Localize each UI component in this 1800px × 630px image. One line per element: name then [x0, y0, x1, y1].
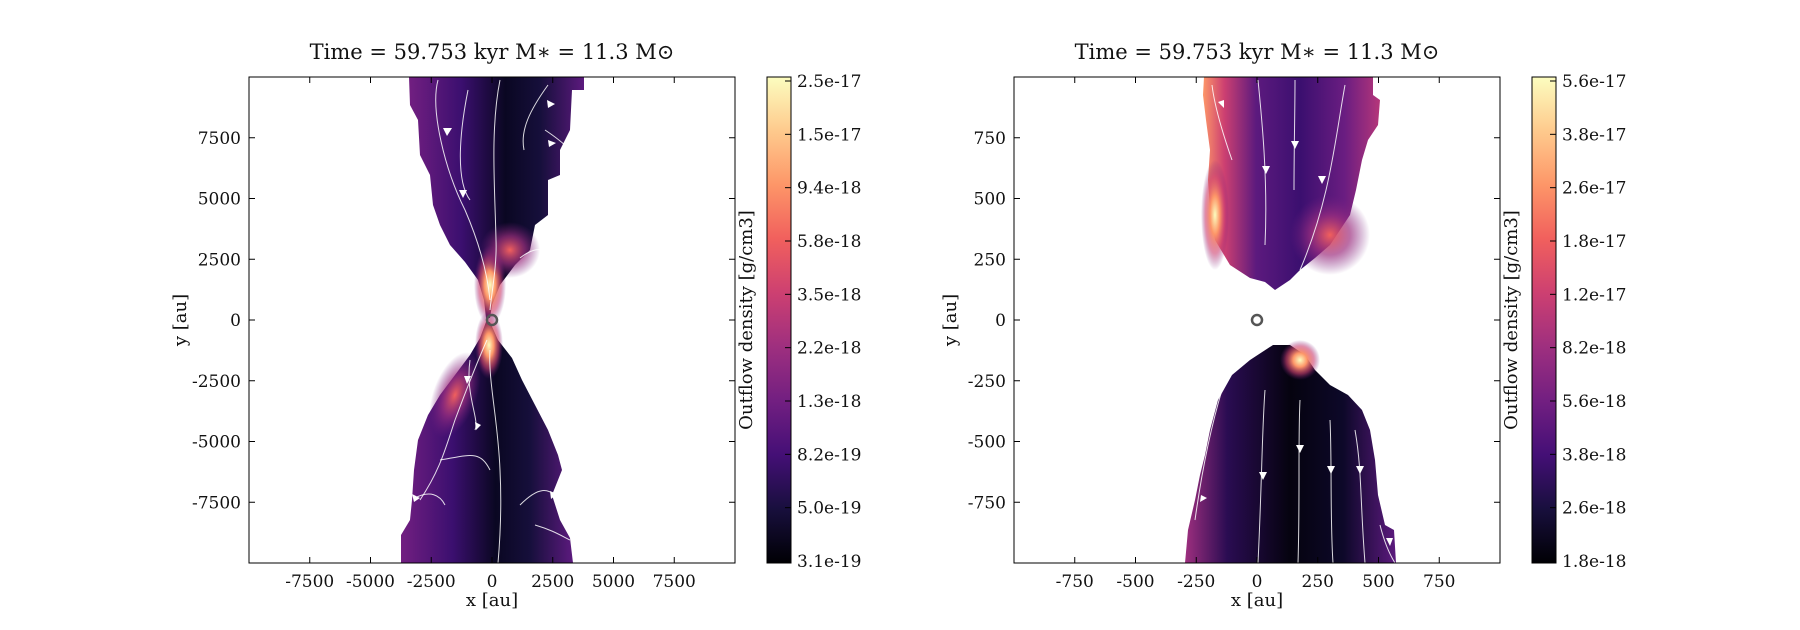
panel-2-y-tick-label: -500: [968, 433, 1006, 453]
panel-2-y-axis-label: y [au]: [940, 294, 961, 347]
panel-1-streamlines: [414, 79, 571, 563]
panel-1-x-tick-label: -5000: [346, 572, 395, 592]
panel-1-x-tick-label: 2500: [531, 572, 574, 592]
panel-2-x-ticks: -750 -500 -250 0 250 500 750: [1056, 77, 1455, 592]
panel-1-warm-region-upper: [480, 222, 540, 278]
panel-1-y-tick-label: -2500: [192, 372, 241, 392]
panel-2-colorbar-tick-label: 2.6e-18: [1562, 499, 1626, 519]
panel-1-x-tick-label: -2500: [407, 572, 456, 592]
panel-1-colorbar-ticks: 2.5e-17 1.5e-17 9.4e-18 5.8e-18 3.5e-18 2.2e-…: [785, 72, 861, 572]
panel-2-colorbar-tick-label: 5.6e-17: [1562, 72, 1626, 92]
panel-2-streamline-arrows: [1200, 100, 1393, 546]
panel-1-y-axis-label: y [au]: [170, 294, 191, 347]
panel-1-warm-region-left: [429, 352, 481, 438]
panel-1-colorbar-tick-label: 2.5e-17: [797, 72, 861, 92]
panel-2-x-tick-label: -750: [1056, 572, 1094, 592]
panel-1-colorbar-tick-label: 5.8e-18: [797, 232, 861, 252]
panel-2-colorbar-tick-label: 5.6e-18: [1562, 392, 1626, 412]
panel-2-colorbar-tick-label: 1.8e-17: [1562, 232, 1626, 252]
panel-1-x-ticks: -7500 -5000 -2500 0 2500 5000 7500: [285, 77, 696, 592]
panel-2-title: Time = 59.753 kyr M∗ = 11.3 M⊙: [1075, 40, 1440, 64]
panel-1-x-tick-label: 5000: [592, 572, 635, 592]
panel-2-y-tick-label: -750: [968, 493, 1006, 513]
panel-2-x-tick-label: -500: [1116, 572, 1154, 592]
panel-2-colorbar-tick-label: 3.8e-18: [1562, 445, 1626, 465]
panel-2-colorbar: [1531, 76, 1557, 564]
panel-2-warm-region-top: [1290, 195, 1370, 275]
panel-1-x-axis-label: x [au]: [466, 590, 518, 611]
panel-1-y-tick-label: 2500: [198, 250, 241, 270]
panel-2-colorbar-tick-label: 1.8e-18: [1562, 552, 1626, 572]
panel-2-x-tick-label: 250: [1302, 572, 1334, 592]
panel-2-y-ticks: 750 500 250 0 -250 -500 -750: [968, 129, 1500, 513]
panel-1-colorbar-tick-label: 5.0e-19: [797, 499, 861, 519]
panel-1-density-map: [401, 77, 584, 563]
panel-1-x-tick-label: 7500: [653, 572, 696, 592]
panel-2-x-tick-label: 750: [1423, 572, 1455, 592]
panel-2-density-map: [1185, 77, 1396, 563]
panel-2-y-tick-label: 250: [974, 250, 1006, 270]
panel-1-y-ticks: 7500 5000 2500 0 -2500 -5000 -7500: [192, 129, 735, 513]
panel-1-streamline-arrows: [412, 100, 557, 502]
panel-2-star-marker: [1250, 313, 1264, 327]
panel-1-colorbar-tick-label: 1.3e-18: [797, 392, 861, 412]
panel-2-y-tick-label: 500: [974, 190, 1006, 210]
panel-1-colorbar-tick-label: 9.4e-18: [797, 179, 861, 199]
panel-2-x-axis-label: x [au]: [1231, 590, 1283, 611]
panel-2: Time = 59.753 kyr M∗ = 11.3 M⊙: [940, 40, 1626, 611]
panel-2-x-tick-label: -250: [1177, 572, 1215, 592]
panel-1-y-tick-label: -7500: [192, 493, 241, 513]
panel-2-colorbar-tick-label: 1.2e-17: [1562, 285, 1626, 305]
panel-1-star-marker: [485, 313, 499, 327]
panel-2-colorbar-tick-label: 8.2e-18: [1562, 339, 1626, 359]
panel-1-colorbar-tick-label: 3.1e-19: [797, 552, 861, 572]
panel-1-y-tick-label: -5000: [192, 433, 241, 453]
panel-1-top-lobe: [409, 77, 584, 318]
panel-2-y-tick-label: -250: [968, 372, 1006, 392]
panel-2-y-tick-label: 0: [995, 311, 1006, 331]
panel-1: Time = 59.753 kyr M∗ = 11.3 M⊙: [170, 40, 861, 611]
panel-1-y-tick-label: 5000: [198, 190, 241, 210]
panel-2-streamlines: [1194, 79, 1396, 563]
panel-1-colorbar-label: Outflow density [g/cm3]: [736, 210, 757, 430]
panel-1-title: Time = 59.753 kyr M∗ = 11.3 M⊙: [310, 40, 675, 64]
panel-1-hot-spot-waist-bottom: [475, 311, 503, 379]
panel-1-x-tick-label: -7500: [285, 572, 334, 592]
panel-2-x-tick-label: 500: [1362, 572, 1394, 592]
panel-2-colorbar-ticks: 5.6e-17 3.8e-17 2.6e-17 1.8e-17 1.2e-17 8.2e-…: [1550, 72, 1626, 572]
panel-1-x-tick-label: 0: [487, 572, 498, 592]
panel-2-bottom-lobe: [1185, 345, 1396, 563]
panel-2-hot-spot-right-bottom: [1280, 340, 1320, 380]
panel-1-colorbar-tick-label: 1.5e-17: [797, 125, 861, 145]
panel-2-colorbar-tick-label: 2.6e-17: [1562, 179, 1626, 199]
panel-1-y-tick-label: 7500: [198, 129, 241, 149]
panel-2-y-tick-label: 750: [974, 129, 1006, 149]
panel-2-top-lobe: [1203, 77, 1380, 290]
panel-1-colorbar-tick-label: 3.5e-18: [797, 285, 861, 305]
panel-2-x-tick-label: 0: [1252, 572, 1263, 592]
panel-2-hot-spot-left-top: [1201, 160, 1229, 270]
panel-1-y-tick-label: 0: [230, 311, 241, 331]
panel-1-colorbar-tick-label: 2.2e-18: [797, 339, 861, 359]
panel-2-colorbar-tick-label: 3.8e-17: [1562, 125, 1626, 145]
panel-2-colorbar-label: Outflow density [g/cm3]: [1501, 210, 1522, 430]
panel-1-colorbar-tick-label: 8.2e-19: [797, 445, 861, 465]
panel-1-colorbar: [766, 76, 792, 564]
